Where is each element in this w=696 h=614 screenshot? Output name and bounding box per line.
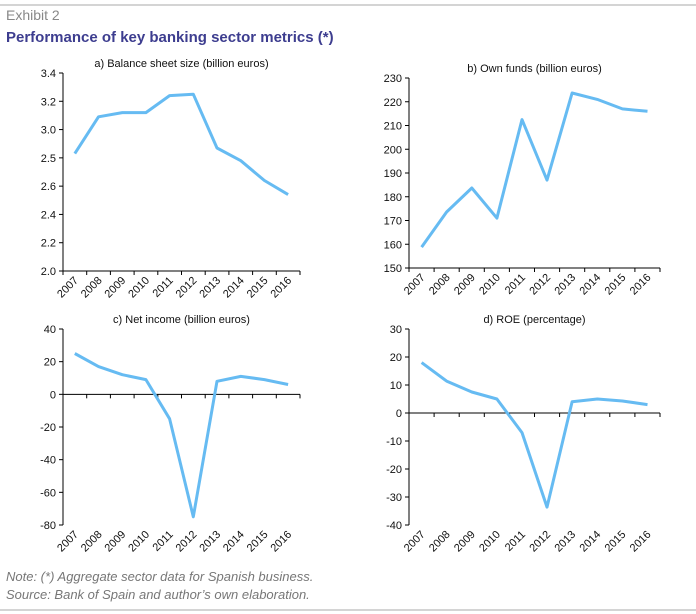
exhibit-label: Exhibit 2 [6,7,60,23]
y-tick-label: 170 [384,216,402,228]
x-tick-label: 2015 [245,275,271,301]
y-tick-label: 220 [384,97,402,109]
x-tick-label: 2014 [578,272,604,298]
x-tick-label: 2009 [103,529,129,555]
x-tick-label: 2016 [628,272,654,298]
x-tick-label: 2015 [603,529,629,555]
y-tick-label: -40 [386,520,402,532]
y-tick-label: 10 [390,380,402,392]
y-tick-label: -10 [386,436,402,448]
y-tick-label: -40 [40,455,56,467]
y-tick-label: 210 [384,121,402,133]
y-tick-label: -80 [40,520,56,532]
panel-title: d) ROE (percentage) [483,314,585,326]
y-tick-label: 160 [384,239,402,251]
x-tick-label: 2007 [402,272,428,298]
x-tick-label: 2012 [527,272,553,298]
x-tick-label: 2014 [578,529,604,555]
x-tick-label: 2011 [151,275,176,300]
y-tick-label: -20 [40,422,56,434]
x-tick-label: 2014 [221,529,247,555]
line-series [420,361,648,509]
y-tick-label: 20 [44,357,56,369]
x-tick-label: 2013 [197,275,223,301]
x-tick-label: 2010 [477,272,503,298]
x-tick-label: 2009 [452,272,478,298]
x-tick-label: 2013 [197,529,223,555]
y-tick-label: 2.2 [41,238,56,250]
y-tick-label: 2.0 [41,266,56,278]
x-tick-label: 2008 [427,272,453,298]
x-tick-label: 2010 [477,529,503,555]
panel-title: a) Balance sheet size (billion euros) [94,58,268,70]
x-tick-label: 2012 [527,529,553,555]
y-tick-label: 200 [384,144,402,156]
x-tick-label: 2013 [552,529,578,555]
x-tick-label: 2011 [503,272,528,297]
x-tick-label: 2011 [151,529,176,554]
y-tick-label: 40 [44,324,56,336]
y-tick-label: 2.5 [41,153,56,165]
y-tick-label: 2.4 [41,209,56,221]
x-tick-label: 2011 [503,529,528,554]
line-series [73,92,289,196]
panel-title: b) Own funds (billion euros) [467,63,602,75]
x-tick-label: 2016 [628,529,654,555]
y-tick-label: 3.0 [41,125,56,137]
y-tick-label: -30 [386,492,402,504]
x-tick-label: 2012 [174,275,200,301]
x-tick-label: 2015 [603,272,629,298]
x-tick-label: 2008 [79,275,105,301]
y-tick-label: 30 [390,324,402,336]
x-tick-label: 2015 [245,529,271,555]
y-tick-label: 150 [384,263,402,275]
y-tick-label: 230 [384,73,402,85]
x-tick-label: 2007 [55,275,81,301]
x-tick-label: 2009 [452,529,478,555]
y-tick-label: 180 [384,192,402,204]
x-tick-label: 2013 [552,272,578,298]
y-tick-label: 0 [396,408,402,420]
x-tick-label: 2010 [126,275,152,301]
note: Note: (*) Aggregate sector data for Span… [6,569,313,584]
x-tick-label: 2012 [174,529,200,555]
x-tick-label: 2016 [268,529,294,555]
x-tick-label: 2008 [427,529,453,555]
x-tick-label: 2008 [79,529,105,555]
x-tick-label: 2009 [103,275,129,301]
y-tick-label: 3.2 [41,96,56,108]
y-tick-label: 0 [50,389,56,401]
panel-title: c) Net income (billion euros) [113,314,250,326]
figure-title: Performance of key banking sector metric… [6,29,334,46]
x-tick-label: 2014 [221,275,247,301]
line-series [420,91,648,248]
x-tick-label: 2007 [55,529,81,555]
source: Source: Bank of Spain and author’s own e… [6,587,310,602]
y-tick-label: -20 [386,464,402,476]
y-tick-label: 2.6 [41,181,56,193]
x-tick-label: 2016 [268,275,294,301]
y-tick-label: -60 [40,487,56,499]
y-tick-label: 20 [390,352,402,364]
y-tick-label: 190 [384,168,402,180]
line-series [74,352,289,519]
y-tick-label: 3.4 [41,68,56,80]
x-tick-label: 2007 [402,529,428,555]
x-tick-label: 2010 [126,529,152,555]
